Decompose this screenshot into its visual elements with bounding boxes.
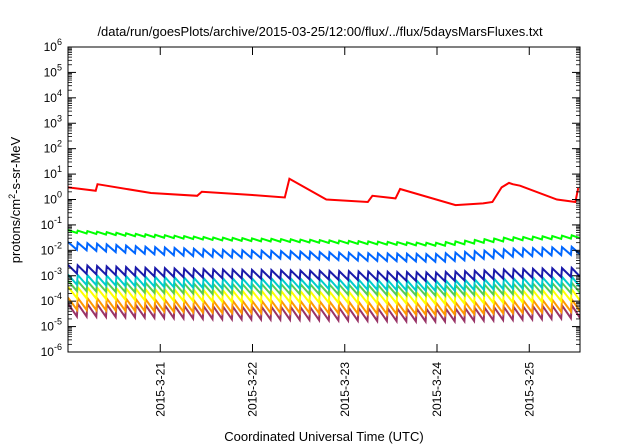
series-line xyxy=(68,284,580,307)
x-tick-label: 2015-3-25 xyxy=(522,362,536,417)
x-tick-label: 2015-3-23 xyxy=(338,362,352,417)
y-tick-label: 105 xyxy=(44,62,62,79)
series-line xyxy=(68,272,580,294)
y-axis-label: protons/cm2-s-sr-MeV xyxy=(7,136,23,263)
series-line xyxy=(68,177,580,207)
series-line xyxy=(68,229,580,247)
plot-frame xyxy=(67,46,581,353)
y-tick-label: 100 xyxy=(44,190,62,207)
y-tick-label: 10-5 xyxy=(41,317,62,334)
series-line xyxy=(68,295,580,318)
x-axis-label: Coordinated Universal Time (UTC) xyxy=(224,429,423,444)
series-line xyxy=(68,263,580,284)
y-tick-label: 10-2 xyxy=(41,240,62,257)
x-tick-label: 2015-3-24 xyxy=(430,362,444,417)
ticks-layer: 10-6 10-5 10-4 10-3 10-2 10-1 100 101 102 103 104 1… xyxy=(41,37,580,417)
x-tick-label: 2015-3-22 xyxy=(246,362,260,417)
x-tick-label: 2015-3-21 xyxy=(153,362,167,417)
y-tick-label: 10-1 xyxy=(41,215,62,232)
series-line xyxy=(68,240,580,264)
y-tick-label: 101 xyxy=(44,164,62,181)
y-tick-label: 10-6 xyxy=(41,342,62,359)
chart-title: /data/run/goesPlots/archive/2015-03-25/1… xyxy=(97,24,543,39)
y-tick-label: 10-4 xyxy=(41,291,62,308)
series-layer xyxy=(68,177,580,325)
y-tick-label: 103 xyxy=(44,113,62,130)
y-tick-label: 10-3 xyxy=(41,266,62,283)
y-tick-label: 102 xyxy=(44,139,62,156)
y-tick-label: 106 xyxy=(44,37,62,54)
y-tick-label: 104 xyxy=(44,88,62,105)
